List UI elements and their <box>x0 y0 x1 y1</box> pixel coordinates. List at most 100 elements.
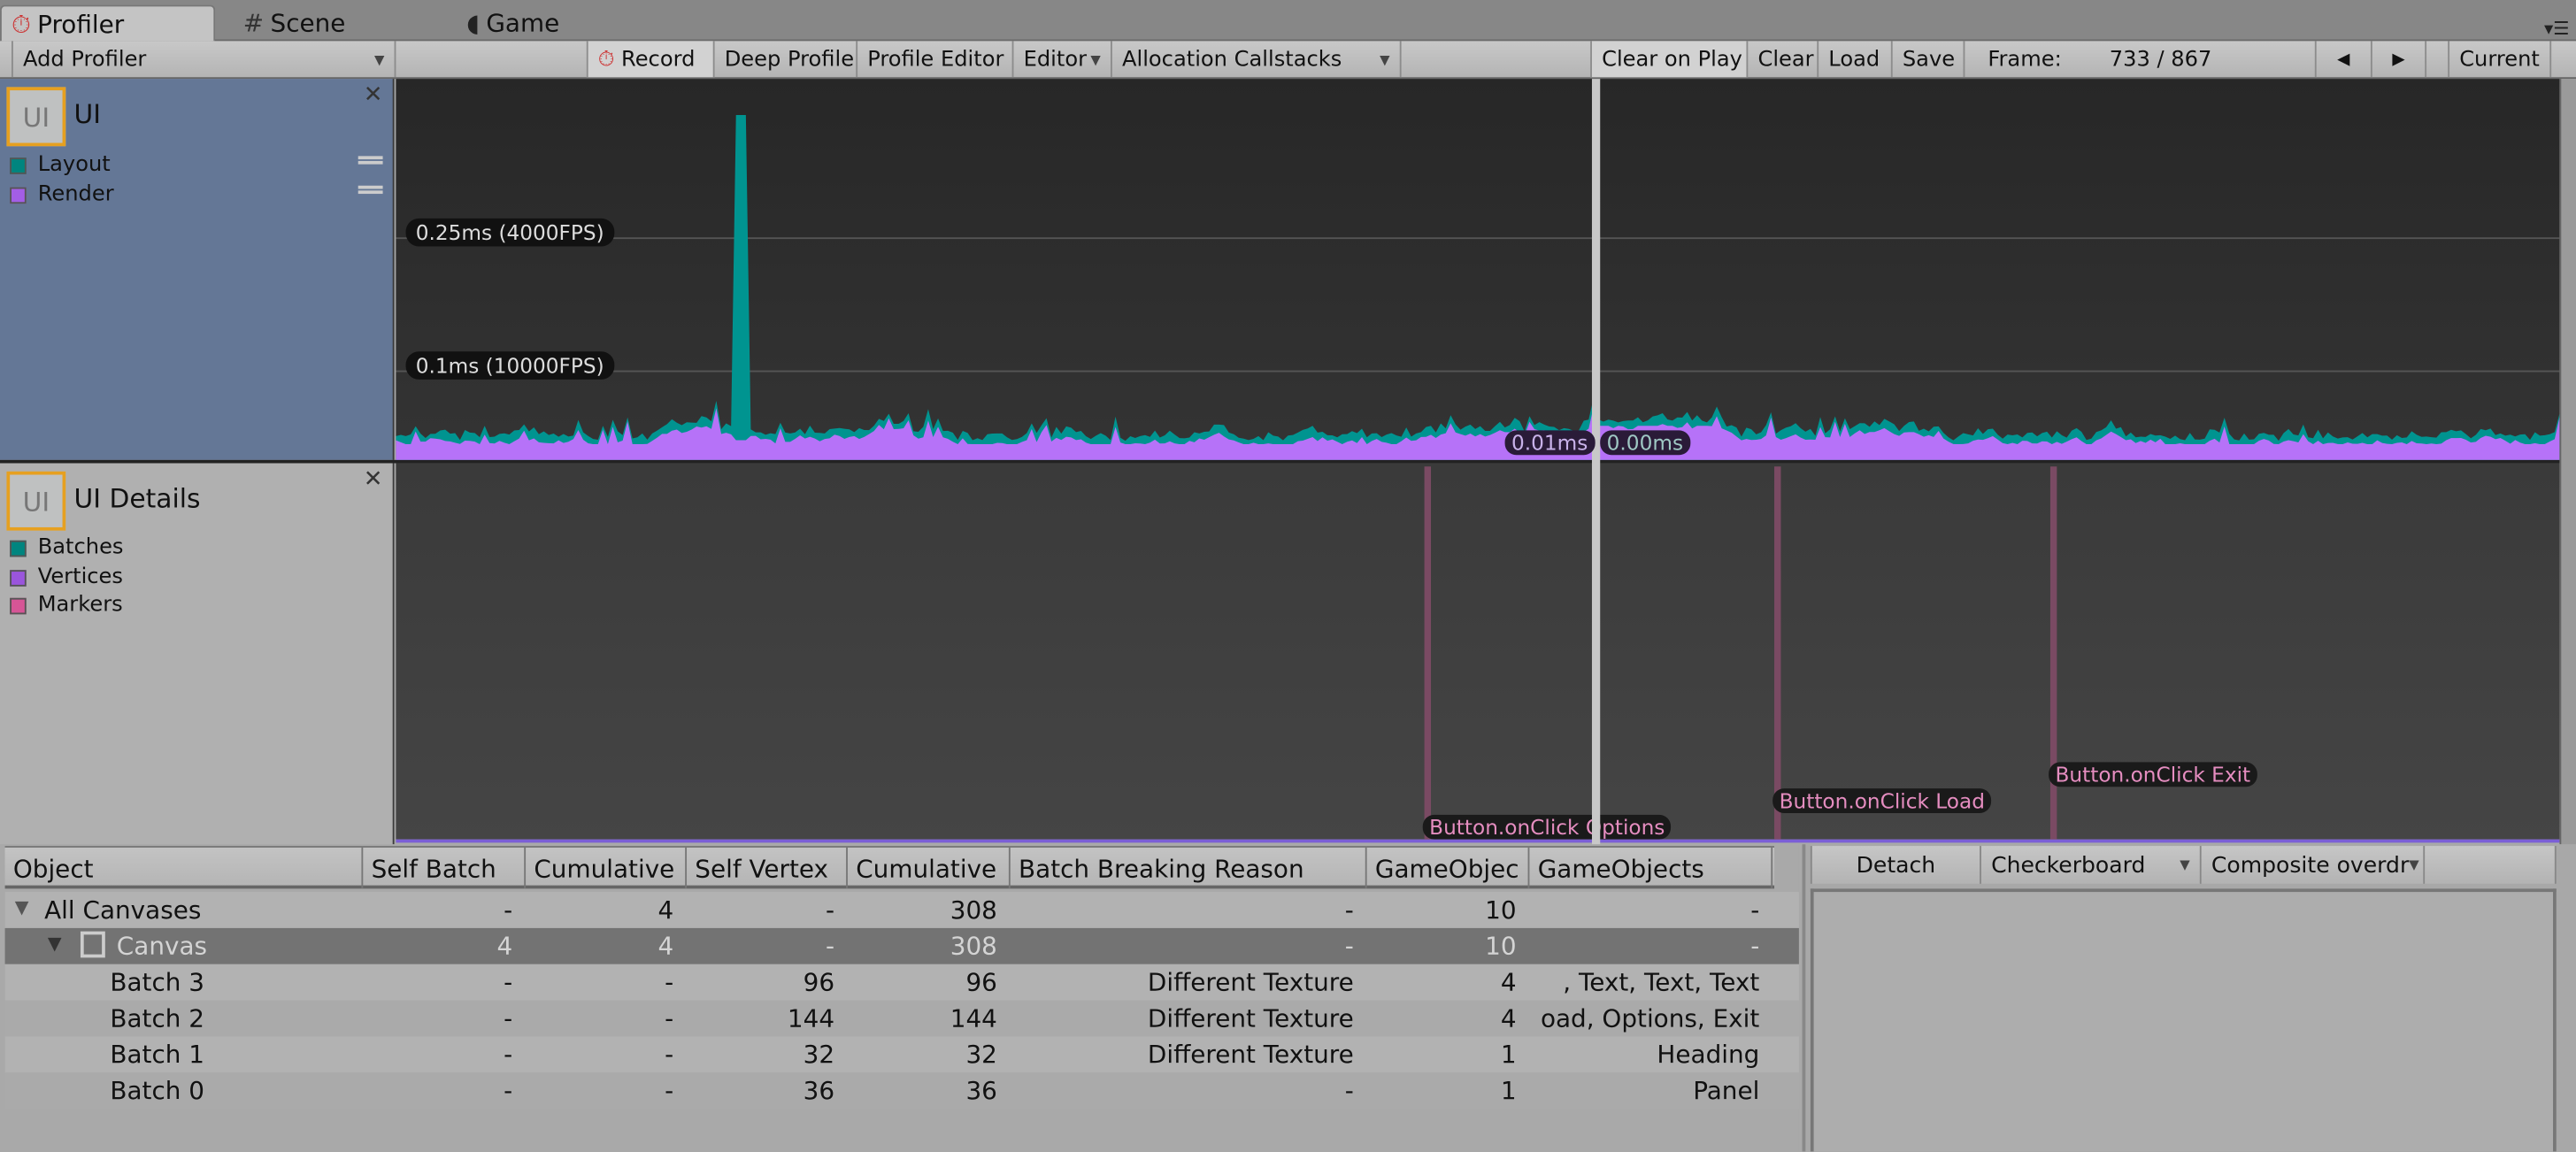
layout-value-label: 0.01ms <box>1504 430 1595 456</box>
drag-handle-icon[interactable] <box>358 185 383 195</box>
clear-button[interactable]: Clear <box>1748 41 1819 78</box>
table-row[interactable]: Batch 2 - - 144 144 Different Texture 4 oad, Op… <box>4 1000 1799 1037</box>
table-cell: 4 <box>657 895 674 925</box>
drag-handle-icon[interactable] <box>358 156 383 165</box>
clear-on-play-toggle[interactable]: Clear on Play <box>1590 41 1749 78</box>
module-ui[interactable]: UI UI ✕ Layout Render <box>0 79 395 460</box>
table-cell: 144 <box>787 1003 835 1033</box>
table-cell: Canvas <box>116 931 208 962</box>
tab-game[interactable]: ◖ Game <box>466 8 560 38</box>
legend-label: Render <box>37 182 114 207</box>
previous-frame-button[interactable]: ◀ <box>2317 41 2372 78</box>
save-button[interactable]: Save <box>1893 41 1965 78</box>
table-row[interactable]: Batch 1 - - 32 32 Different Texture 1 Heading <box>4 1036 1799 1073</box>
column-header[interactable]: Cumulative <box>848 847 1011 889</box>
target-dropdown[interactable]: Editor ▼ <box>1013 41 1112 78</box>
table-row[interactable]: All Canvases - 4 - 308 - 10 - ▼ <box>4 892 1799 928</box>
toolbar-spacer <box>2425 846 2557 884</box>
dropdown-arrow-icon: ▼ <box>373 51 385 67</box>
grid-label: 0.1ms (10000FPS) <box>405 351 614 380</box>
legend-markers[interactable]: Markers <box>10 593 123 618</box>
load-button[interactable]: Load <box>1819 41 1893 78</box>
column-header[interactable]: Self Vertex <box>687 847 848 889</box>
table-cell: - <box>504 967 513 997</box>
background-dropdown[interactable]: Checkerboard ▼ <box>1980 846 2202 884</box>
legend-label: Batches <box>37 535 124 561</box>
table-cell: 32 <box>803 1040 835 1070</box>
profile-editor-label: Profile Editor <box>867 46 1004 72</box>
ui-chart[interactable]: 0.25ms (4000FPS) 0.1ms (10000FPS) <box>396 79 2560 460</box>
column-header[interactable]: Cumulative <box>526 847 688 889</box>
profile-editor-button[interactable]: Profile Editor <box>857 41 1014 78</box>
dropdown-arrow-icon: ▼ <box>1380 51 1390 67</box>
ui-chart-graph <box>396 114 2560 460</box>
grid-icon: # <box>242 8 265 38</box>
column-header[interactable]: GameObjec <box>1367 847 1530 889</box>
table-cell: Panel <box>1693 1076 1760 1106</box>
tab-profiler[interactable]: ⏱ Profiler <box>0 4 216 42</box>
table-cell: - <box>665 1076 674 1106</box>
table-cell: 4 <box>496 931 513 962</box>
record-button[interactable]: ⏱ Record <box>586 41 715 78</box>
expand-toggle-icon[interactable]: ▼ <box>14 896 29 918</box>
legend-render[interactable]: Render <box>10 182 114 207</box>
clear-label: Clear <box>1757 46 1814 72</box>
table-cell: Batch 0 <box>110 1076 205 1106</box>
table-cell: - <box>504 1003 513 1033</box>
table-cell: - <box>504 895 513 925</box>
close-icon[interactable]: ✕ <box>363 81 383 109</box>
color-swatch <box>10 186 27 204</box>
column-header[interactable]: Self Batch <box>363 847 527 889</box>
arrow-left-icon: ◀ <box>2337 50 2350 69</box>
table-cell: - <box>826 931 835 962</box>
background-label: Checkerboard <box>1991 851 2146 879</box>
selected-frame-line[interactable] <box>1591 79 1601 845</box>
legend-vertices[interactable]: Vertices <box>10 565 123 589</box>
legend-layout[interactable]: Layout <box>10 153 111 178</box>
table-cell: Different Texture <box>1147 1003 1354 1033</box>
table-cell: - <box>665 1040 674 1070</box>
column-header[interactable]: Object <box>5 847 364 889</box>
marker-line <box>2049 466 2057 840</box>
record-icon: ⏱ <box>597 46 615 72</box>
render-mode-dropdown[interactable]: Composite overdr ▼ <box>2201 846 2426 884</box>
table-row[interactable]: Batch 3 - - 96 96 Different Texture 4 , Text, T… <box>4 964 1799 1001</box>
add-profiler-dropdown[interactable]: Add Profiler ▼ <box>11 41 396 78</box>
current-label: Current <box>2459 46 2540 72</box>
next-frame-button[interactable]: ▶ <box>2372 41 2427 78</box>
table-cell: 96 <box>965 967 997 997</box>
ui-details-chart[interactable]: Button.onClick Options Button.onClick Lo… <box>396 463 2560 843</box>
table-cell: 1 <box>1500 1040 1517 1070</box>
expand-toggle-icon[interactable]: ▼ <box>47 933 62 955</box>
table-row[interactable]: Batch 0 - - 36 36 - 1 Panel <box>4 1072 1799 1110</box>
column-header[interactable]: Batch Breaking Reason <box>1011 847 1367 889</box>
table-row[interactable]: Canvas 4 4 - 308 - 10 - ▼ <box>4 927 1799 964</box>
legend-label: Layout <box>37 152 111 178</box>
allocation-callstacks-dropdown[interactable]: Allocation Callstacks ▼ <box>1112 41 1402 78</box>
detach-button[interactable]: Detach <box>1810 846 1981 884</box>
pacman-icon: ◖ <box>466 8 480 38</box>
deep-profile-button[interactable]: Deep Profile <box>715 41 858 78</box>
table-cell: Different Texture <box>1147 1040 1354 1070</box>
table-cell: 36 <box>803 1076 835 1106</box>
preview-panel: Detach Checkerboard ▼ Composite overdr ▼ <box>1802 844 2576 1152</box>
table-cell: 32 <box>965 1040 997 1070</box>
vertical-scrollbar[interactable] <box>2559 79 2576 845</box>
deep-profile-label: Deep Profile <box>724 46 855 72</box>
table-cell: - <box>665 1003 674 1033</box>
marker-label: Button.onClick Load <box>1772 788 1992 813</box>
dropdown-arrow-icon: ▼ <box>2409 857 2419 872</box>
marker-label: Button.onClick Options <box>1422 814 1672 840</box>
arrow-right-icon: ▶ <box>2392 50 2405 69</box>
table-cell: 4 <box>657 931 674 962</box>
column-header[interactable]: GameObjects <box>1529 847 1773 889</box>
tab-scene[interactable]: # Scene <box>242 8 346 38</box>
save-label: Save <box>1902 46 1956 72</box>
close-icon[interactable]: ✕ <box>363 466 383 493</box>
current-frame-button[interactable]: Current <box>2448 41 2552 78</box>
legend-batches[interactable]: Batches <box>10 535 123 560</box>
module-title: UI <box>73 98 102 130</box>
table-cell: Batch 3 <box>110 967 205 997</box>
window-menu-icon[interactable]: ▾☰ <box>2544 18 2570 40</box>
module-ui-details[interactable]: UI UI Details ✕ Batches Vertices Markers <box>0 463 395 845</box>
